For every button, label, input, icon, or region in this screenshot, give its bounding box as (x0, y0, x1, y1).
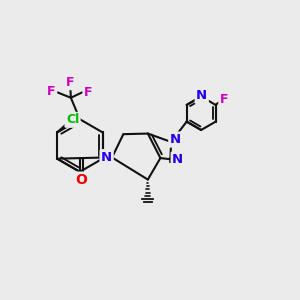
Text: O: O (76, 173, 88, 187)
Text: N: N (196, 89, 207, 103)
Text: F: F (84, 86, 92, 99)
Text: F: F (220, 93, 228, 106)
Text: F: F (47, 85, 56, 98)
Text: F: F (66, 76, 74, 89)
Text: N: N (170, 133, 181, 146)
Text: N: N (172, 153, 183, 166)
Text: N: N (101, 151, 112, 164)
Text: Cl: Cl (66, 113, 79, 126)
